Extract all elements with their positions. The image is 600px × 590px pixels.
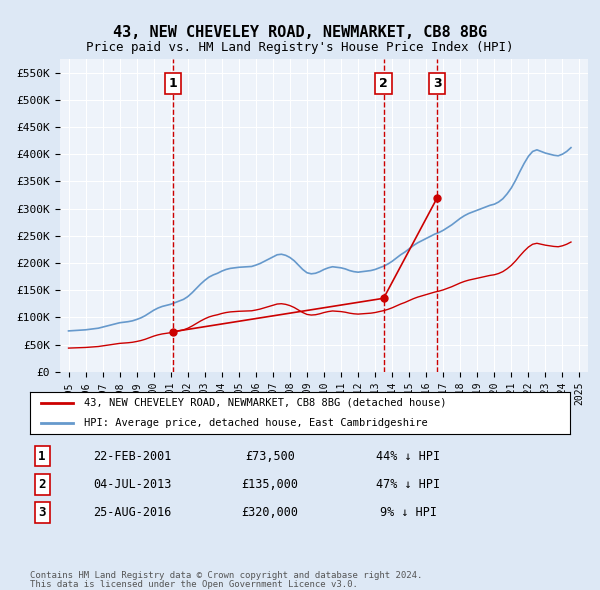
Text: 1: 1	[169, 77, 177, 90]
Text: 43, NEW CHEVELEY ROAD, NEWMARKET, CB8 8BG (detached house): 43, NEW CHEVELEY ROAD, NEWMARKET, CB8 8B…	[84, 398, 446, 408]
Text: 2: 2	[38, 478, 46, 491]
Text: 47% ↓ HPI: 47% ↓ HPI	[376, 478, 440, 491]
Text: 25-AUG-2016: 25-AUG-2016	[93, 506, 171, 519]
Text: 3: 3	[38, 506, 46, 519]
Text: £135,000: £135,000	[241, 478, 299, 491]
Text: 43, NEW CHEVELEY ROAD, NEWMARKET, CB8 8BG: 43, NEW CHEVELEY ROAD, NEWMARKET, CB8 8B…	[113, 25, 487, 40]
Text: 3: 3	[433, 77, 442, 90]
Text: 04-JUL-2013: 04-JUL-2013	[93, 478, 171, 491]
Text: 2: 2	[379, 77, 388, 90]
Text: 44% ↓ HPI: 44% ↓ HPI	[376, 450, 440, 463]
Text: 1: 1	[38, 450, 46, 463]
Text: HPI: Average price, detached house, East Cambridgeshire: HPI: Average price, detached house, East…	[84, 418, 428, 428]
Text: £73,500: £73,500	[245, 450, 295, 463]
Text: 22-FEB-2001: 22-FEB-2001	[93, 450, 171, 463]
Text: £320,000: £320,000	[241, 506, 299, 519]
Text: Contains HM Land Registry data © Crown copyright and database right 2024.: Contains HM Land Registry data © Crown c…	[30, 571, 422, 580]
Text: Price paid vs. HM Land Registry's House Price Index (HPI): Price paid vs. HM Land Registry's House …	[86, 41, 514, 54]
Text: This data is licensed under the Open Government Licence v3.0.: This data is licensed under the Open Gov…	[30, 579, 358, 589]
Text: 9% ↓ HPI: 9% ↓ HPI	[380, 506, 437, 519]
